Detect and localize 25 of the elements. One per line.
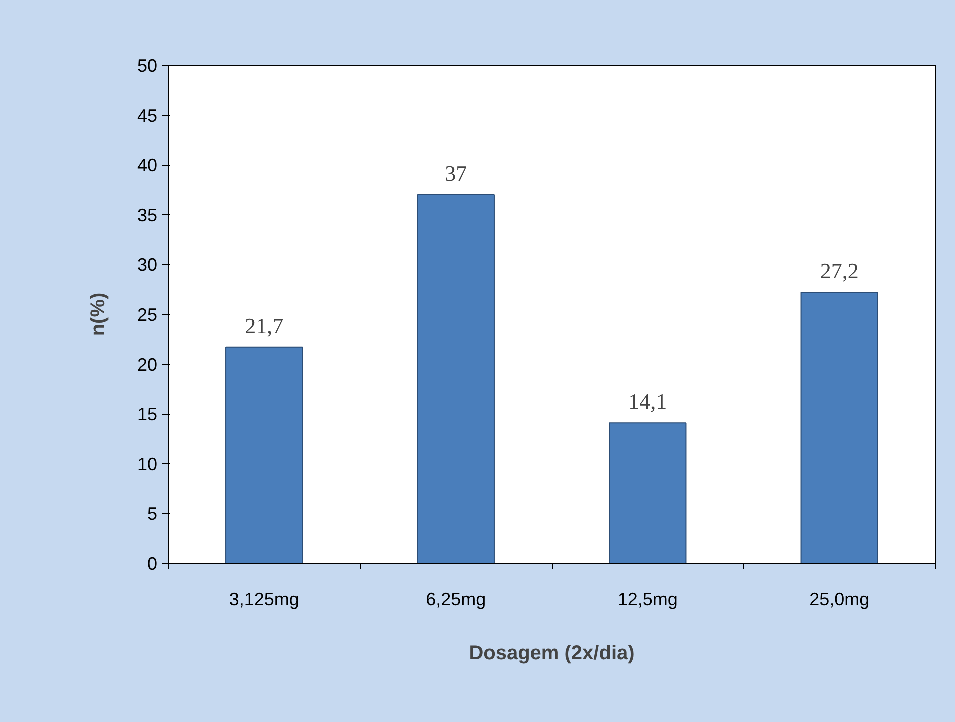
y-tick-label: 40 [137,156,158,176]
data-label: 14,1 [628,389,668,414]
y-axis-title: n(%) [87,292,110,336]
x-tick-label: 3,125mg [229,590,300,610]
data-label: 37 [445,160,468,186]
x-tick-label: 12,5mg [618,590,678,610]
data-label: 27,2 [820,258,859,284]
y-tick-label: 20 [137,354,158,375]
bar [226,346,304,564]
y-tick-label: 50 [137,56,158,76]
y-tick-label: 35 [137,205,158,226]
x-tick-label: 6,25mg [426,590,486,610]
bar [800,292,878,564]
bar [417,194,495,564]
y-tick-label: 15 [137,404,158,425]
x-tick-label: 25,0mg [810,590,870,610]
bar [609,422,687,564]
y-tick-label: 45 [137,106,158,126]
y-tick-label: 30 [137,255,158,276]
data-label: 21,7 [245,313,284,338]
x-axis-title: Dosagem (2x/dia) [469,642,635,664]
y-tick-label: 25 [137,305,158,325]
y-tick-label: 10 [137,454,158,474]
y-tick-label: 5 [147,504,158,524]
y-tick-label: 0 [147,554,158,574]
